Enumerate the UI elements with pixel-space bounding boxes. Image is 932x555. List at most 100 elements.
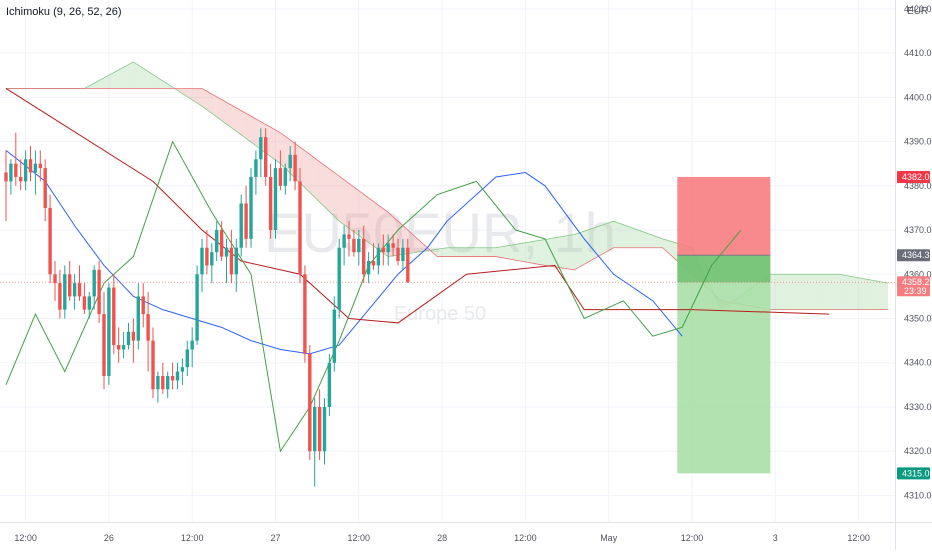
candle-body[interactable] <box>278 168 283 186</box>
candle-body[interactable] <box>112 287 116 346</box>
candle-body[interactable] <box>53 274 57 284</box>
candle-body[interactable] <box>401 247 405 261</box>
take-profit-zone[interactable] <box>677 255 771 474</box>
candle-body[interactable] <box>190 340 194 350</box>
candle-body[interactable] <box>273 168 278 231</box>
candle-body[interactable] <box>264 137 268 177</box>
candle-body[interactable] <box>215 230 219 253</box>
candle-body[interactable] <box>376 247 381 266</box>
candle-body[interactable] <box>327 362 332 407</box>
candle-body[interactable] <box>136 296 140 341</box>
candle-body[interactable] <box>342 234 346 248</box>
x-tick-label: 28 <box>437 533 447 543</box>
candles[interactable] <box>4 128 410 487</box>
candle-body[interactable] <box>200 247 204 275</box>
candle-body[interactable] <box>362 238 366 275</box>
candle-body[interactable] <box>254 159 258 177</box>
candle-body[interactable] <box>28 159 33 173</box>
cloud-segment <box>319 161 325 207</box>
candle-body[interactable] <box>77 283 82 297</box>
candle-body[interactable] <box>386 243 390 253</box>
candle-body[interactable] <box>48 207 52 275</box>
candle-body[interactable] <box>239 203 243 248</box>
candle-body[interactable] <box>117 345 121 350</box>
candle-body[interactable] <box>259 137 263 160</box>
candle-body[interactable] <box>87 296 91 310</box>
candle-body[interactable] <box>244 203 248 239</box>
candle-body[interactable] <box>210 252 214 266</box>
candle-body[interactable] <box>317 406 322 452</box>
candle-body[interactable] <box>170 376 175 381</box>
candle-body[interactable] <box>229 247 234 275</box>
candle-body[interactable] <box>234 247 238 275</box>
candle-body[interactable] <box>131 331 136 341</box>
cloud-segment <box>304 150 310 193</box>
y-tick-label: 4350.0 <box>904 314 932 324</box>
candle-body[interactable] <box>63 274 67 310</box>
candle-body[interactable] <box>249 176 253 239</box>
candle-body[interactable] <box>102 314 106 377</box>
cloud-segment <box>481 247 487 257</box>
candle-body[interactable] <box>298 181 302 275</box>
candle-body[interactable] <box>219 230 224 257</box>
candle-body[interactable] <box>175 371 180 381</box>
candle-body[interactable] <box>332 309 336 363</box>
candle-body[interactable] <box>366 261 371 275</box>
candle-body[interactable] <box>205 247 209 266</box>
candle-body[interactable] <box>72 283 77 297</box>
candle-body[interactable] <box>195 274 199 341</box>
candle-body[interactable] <box>308 353 312 452</box>
candle-body[interactable] <box>337 247 341 310</box>
candle-body[interactable] <box>322 406 327 452</box>
candle-body[interactable] <box>185 349 189 368</box>
candle-body[interactable] <box>303 274 307 354</box>
candle-body[interactable] <box>288 154 292 169</box>
candle-body[interactable] <box>224 247 229 257</box>
candle-body[interactable] <box>156 376 160 390</box>
candle-body[interactable] <box>121 345 126 350</box>
y-tick-label: 4310.0 <box>904 490 932 500</box>
short-position-tool[interactable] <box>677 176 771 474</box>
candle-body[interactable] <box>92 269 96 297</box>
candle-body[interactable] <box>166 376 170 390</box>
candle-body[interactable] <box>38 163 42 169</box>
candle-body[interactable] <box>283 168 287 186</box>
candle-body[interactable] <box>151 340 155 390</box>
candle-body[interactable] <box>9 163 13 182</box>
candle-body[interactable] <box>161 376 165 390</box>
candle-body[interactable] <box>293 154 297 182</box>
indicator-legend-label[interactable]: Ichimoku (9, 26, 52, 26) <box>6 6 122 18</box>
cloud-segment <box>540 239 545 266</box>
candle-body[interactable] <box>180 367 185 372</box>
candle-body[interactable] <box>19 176 23 182</box>
candle-body[interactable] <box>352 238 356 253</box>
candle-body[interactable] <box>357 238 361 253</box>
candle-body[interactable] <box>391 243 395 248</box>
candle-body[interactable] <box>406 247 410 283</box>
cloud-segment <box>819 274 825 310</box>
candle-body[interactable] <box>68 274 72 297</box>
candle-body[interactable] <box>97 269 101 315</box>
candle-body[interactable] <box>4 172 8 182</box>
candle-body[interactable] <box>58 283 62 310</box>
candle-body[interactable] <box>33 163 38 173</box>
candle-body[interactable] <box>396 247 400 261</box>
candle-body[interactable] <box>14 163 18 177</box>
candle-body[interactable] <box>141 296 145 315</box>
stop-loss-zone[interactable] <box>677 176 771 256</box>
candle-body[interactable] <box>371 261 376 266</box>
candle-body[interactable] <box>107 287 111 377</box>
candle-body[interactable] <box>268 176 273 231</box>
candle-body[interactable] <box>82 296 87 310</box>
candle-body[interactable] <box>23 159 28 182</box>
candle-body[interactable] <box>381 247 385 253</box>
candle-body[interactable] <box>43 168 47 208</box>
candle-body[interactable] <box>146 314 150 341</box>
candle-body[interactable] <box>313 406 317 452</box>
candle-body[interactable] <box>347 234 351 239</box>
candle-body[interactable] <box>126 331 131 346</box>
cloud-segment <box>638 230 643 248</box>
